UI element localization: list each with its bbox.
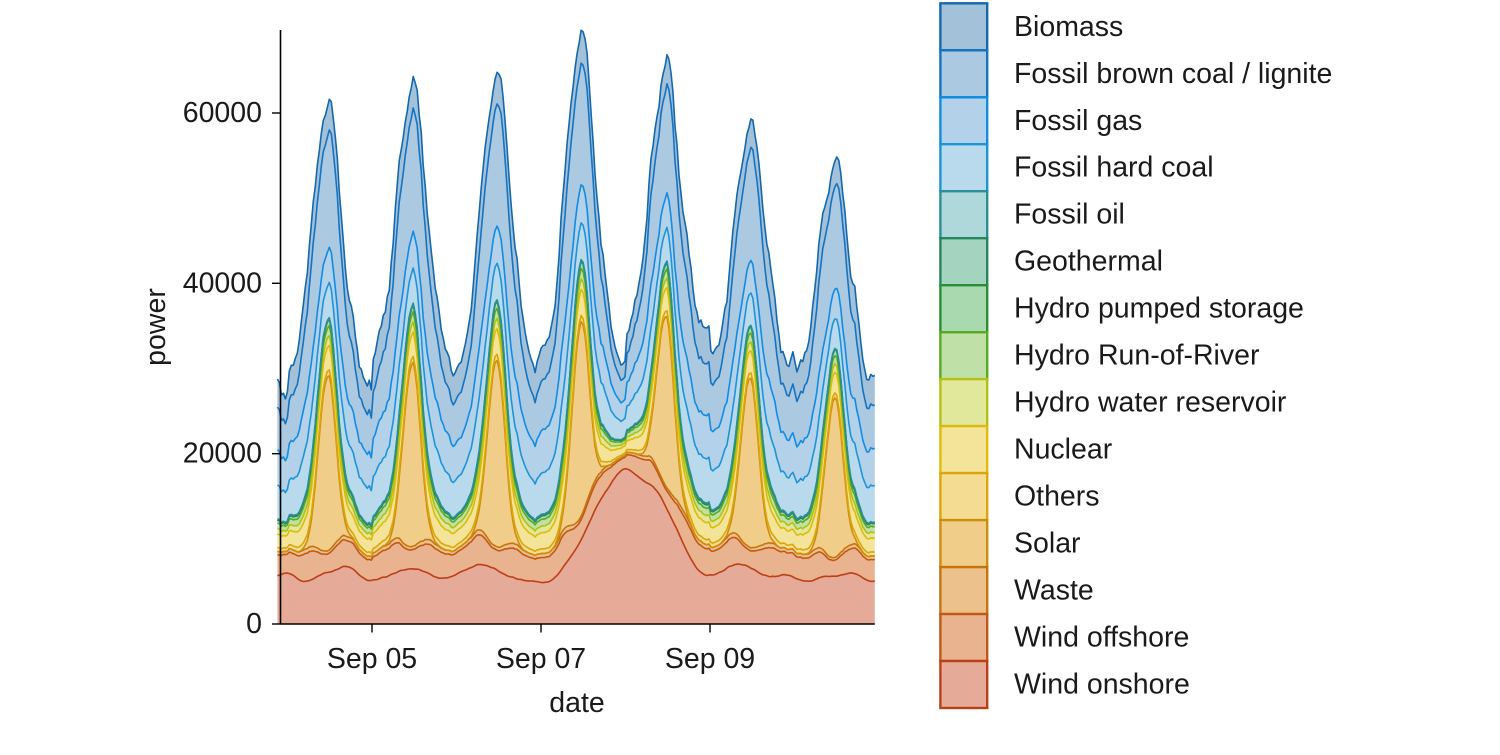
svg-text:Others: Others	[1014, 481, 1100, 513]
svg-text:60000: 60000	[183, 97, 262, 129]
svg-text:Wind onshore: Wind onshore	[1014, 669, 1190, 701]
svg-text:date: date	[549, 687, 604, 719]
svg-text:Fossil oil: Fossil oil	[1014, 199, 1125, 231]
svg-text:Hydro pumped storage: Hydro pumped storage	[1014, 293, 1304, 325]
svg-text:0: 0	[246, 608, 262, 640]
svg-text:Fossil gas: Fossil gas	[1014, 105, 1142, 137]
svg-text:Solar: Solar	[1014, 528, 1081, 560]
svg-text:20000: 20000	[183, 438, 262, 470]
svg-text:Hydro water reservoir: Hydro water reservoir	[1014, 387, 1287, 419]
svg-text:Biomass: Biomass	[1014, 11, 1123, 43]
svg-text:Nuclear: Nuclear	[1014, 434, 1113, 466]
svg-text:Sep 07: Sep 07	[496, 643, 586, 675]
svg-text:Sep 05: Sep 05	[327, 643, 417, 675]
svg-text:Sep 09: Sep 09	[665, 643, 755, 675]
svg-text:Fossil brown coal / lignite: Fossil brown coal / lignite	[1014, 58, 1332, 90]
svg-text:40000: 40000	[183, 267, 262, 299]
svg-text:Fossil hard coal: Fossil hard coal	[1014, 152, 1214, 184]
svg-text:Geothermal: Geothermal	[1014, 246, 1163, 278]
svg-text:Hydro Run-of-River: Hydro Run-of-River	[1014, 340, 1260, 372]
svg-text:power: power	[140, 288, 172, 366]
svg-text:Wind offshore: Wind offshore	[1014, 622, 1189, 654]
svg-text:Waste: Waste	[1014, 575, 1094, 607]
